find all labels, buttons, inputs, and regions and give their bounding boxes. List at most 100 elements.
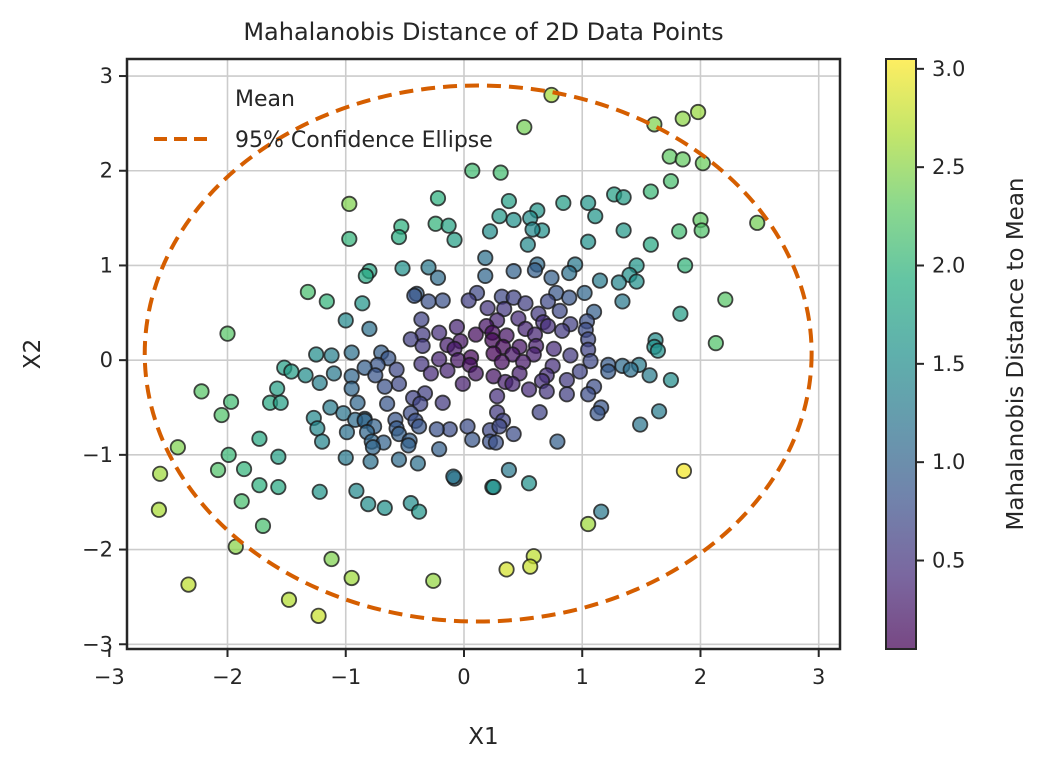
data-point xyxy=(318,293,335,310)
data-point xyxy=(379,395,396,412)
y-tick-label: −1 xyxy=(82,443,113,467)
data-point xyxy=(516,119,533,136)
data-point xyxy=(429,190,447,207)
ellipse-layer xyxy=(142,83,814,624)
data-point xyxy=(361,320,378,338)
data-point xyxy=(429,269,447,286)
data-point xyxy=(531,404,548,421)
data-point xyxy=(323,550,340,568)
data-point xyxy=(420,293,437,310)
data-point xyxy=(610,274,627,291)
data-point xyxy=(431,351,448,368)
x-tick-label: 0 xyxy=(457,665,470,689)
data-point xyxy=(571,363,588,380)
grid xyxy=(127,59,840,649)
data-point xyxy=(413,355,430,373)
data-point xyxy=(280,591,298,608)
data-point xyxy=(283,363,300,380)
data-point xyxy=(459,418,476,435)
data-point xyxy=(545,340,562,357)
data-point xyxy=(717,291,734,308)
data-point xyxy=(539,293,557,310)
data-point xyxy=(561,289,578,306)
data-point xyxy=(213,406,230,424)
data-point xyxy=(464,431,481,448)
data-point xyxy=(467,365,484,382)
data-point xyxy=(169,439,186,456)
data-point xyxy=(235,460,253,478)
data-point xyxy=(311,374,328,391)
data-point xyxy=(477,249,494,266)
data-point xyxy=(479,299,496,317)
legend-entry-mean: Mean xyxy=(235,87,295,112)
data-point xyxy=(410,503,428,520)
data-point xyxy=(496,300,513,318)
data-point xyxy=(354,295,371,312)
data-point xyxy=(270,478,287,496)
data-point xyxy=(414,337,431,355)
data-point xyxy=(558,386,575,403)
data-point xyxy=(505,263,522,280)
data-point xyxy=(492,164,509,181)
data-point xyxy=(558,371,575,389)
data-point xyxy=(299,283,317,301)
data-point xyxy=(488,388,506,405)
x-tick-label: 3 xyxy=(812,665,825,689)
data-point xyxy=(348,482,365,499)
x-axis-ticks: −3 −2 −1 0 1 2 3 xyxy=(94,649,825,689)
data-point xyxy=(406,287,423,304)
colorbar-ticks: 0.5 1.0 1.5 2.0 2.5 3.0 xyxy=(916,57,965,573)
data-point xyxy=(749,214,766,231)
data-point xyxy=(628,273,645,290)
data-point xyxy=(593,503,610,520)
data-point xyxy=(662,173,680,190)
data-point xyxy=(390,375,408,392)
data-point xyxy=(517,295,534,312)
data-point xyxy=(477,267,494,284)
data-point xyxy=(615,222,632,239)
data-point xyxy=(580,386,597,403)
y-tick-label: 2 xyxy=(100,159,113,183)
data-point xyxy=(364,439,382,456)
data-point xyxy=(677,257,694,274)
y-tick-label: 1 xyxy=(100,253,113,277)
data-point xyxy=(642,183,659,200)
data-point xyxy=(233,493,250,510)
x-tick-label: −3 xyxy=(94,665,125,689)
data-point xyxy=(367,367,384,384)
y-tick-label: −3 xyxy=(82,632,113,656)
data-point xyxy=(539,317,557,335)
data-point xyxy=(487,434,505,451)
data-point xyxy=(661,148,678,165)
colorbar-label: Mahalanobis Distance to Mean xyxy=(1003,178,1029,531)
data-point xyxy=(297,367,314,384)
data-point xyxy=(409,455,426,472)
data-point xyxy=(520,475,538,492)
data-point xyxy=(641,367,658,384)
data-point xyxy=(498,561,515,578)
x-tick-label: 1 xyxy=(576,665,589,689)
data-point xyxy=(431,441,448,458)
data-point xyxy=(519,236,536,253)
data-point xyxy=(357,267,374,284)
points xyxy=(150,86,766,624)
data-point xyxy=(551,302,568,320)
colorbar-tick-label: 1.0 xyxy=(932,450,965,474)
legend-entry-ellipse: 95% Confidence Ellipse xyxy=(235,128,493,153)
x-tick-label: −1 xyxy=(330,665,361,689)
y-tick-label: 0 xyxy=(100,348,113,372)
data-point xyxy=(152,465,169,482)
data-point xyxy=(591,272,609,289)
data-point xyxy=(522,558,539,575)
data-point xyxy=(650,403,668,420)
data-point xyxy=(671,223,688,240)
data-point xyxy=(338,424,356,441)
colorbar-tick-label: 3.0 xyxy=(932,57,965,81)
data-point xyxy=(388,361,405,378)
data-point xyxy=(549,433,566,450)
data-point xyxy=(554,322,571,339)
data-point xyxy=(448,318,465,336)
data-point xyxy=(707,335,724,352)
data-point xyxy=(491,418,508,435)
